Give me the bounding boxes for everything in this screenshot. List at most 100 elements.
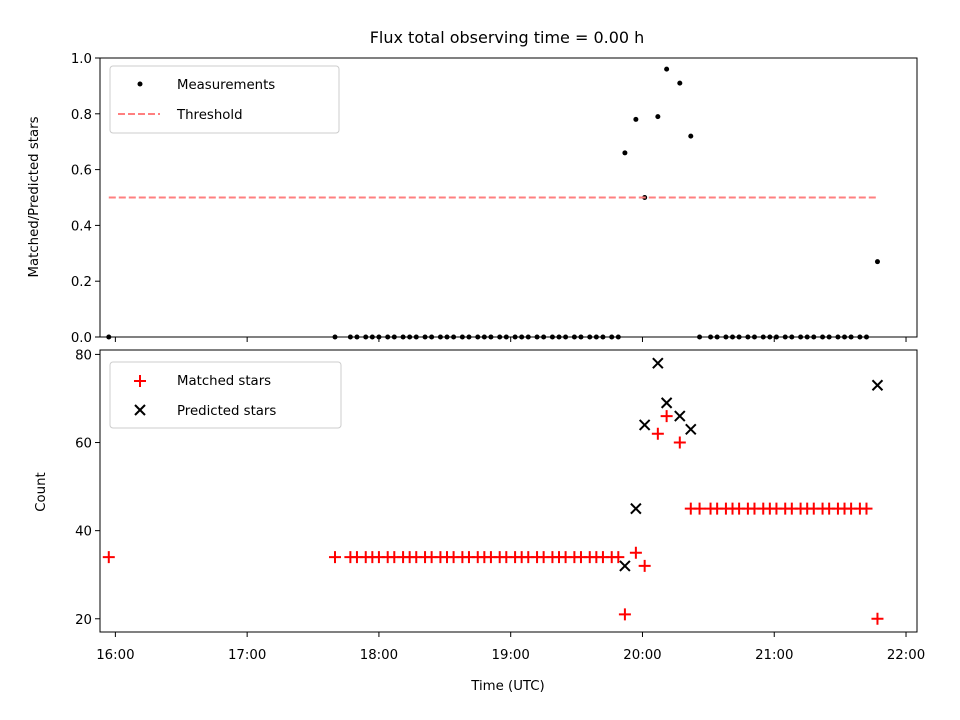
measurements-point bbox=[723, 334, 729, 340]
measurements-point bbox=[600, 334, 606, 340]
measurements-point bbox=[578, 334, 584, 340]
measurements-point bbox=[422, 334, 428, 340]
measurements-point bbox=[609, 334, 615, 340]
count-legend-box bbox=[109, 361, 342, 429]
matched-stars-point bbox=[673, 436, 686, 449]
measurements-point bbox=[688, 133, 694, 139]
x-axis-label: Time (UTC) bbox=[470, 679, 545, 694]
measurements-point bbox=[804, 334, 810, 340]
measurements-legend-marker bbox=[137, 81, 143, 87]
measurements-point bbox=[751, 334, 757, 340]
measurements-point bbox=[745, 334, 751, 340]
measurements-point bbox=[503, 334, 509, 340]
y-tick-label: 60 bbox=[75, 437, 92, 452]
matched-stars-point bbox=[618, 608, 631, 621]
count-y-ticks: 20 40 60 80 bbox=[75, 348, 100, 628]
measurements-point bbox=[451, 334, 457, 340]
predicted-stars-point bbox=[685, 423, 697, 436]
measurements-point bbox=[459, 334, 465, 340]
measurements-point bbox=[857, 334, 863, 340]
count-axes-frame bbox=[99, 349, 918, 633]
measurements-point bbox=[429, 334, 435, 340]
measurements-point bbox=[106, 334, 112, 340]
predicted-stars-point bbox=[619, 560, 631, 572]
count-legend: Matched stars Predicted stars bbox=[109, 361, 342, 429]
measurements-point bbox=[697, 334, 703, 340]
matched-stars-legend-marker bbox=[134, 375, 146, 387]
measurements-point bbox=[363, 334, 369, 340]
measurements-point bbox=[760, 334, 766, 340]
measurements-point bbox=[874, 259, 880, 265]
measurements-point bbox=[354, 334, 360, 340]
predicted-stars-point bbox=[674, 410, 686, 422]
measurements-point bbox=[736, 334, 742, 340]
measurements-point bbox=[826, 334, 832, 340]
measurements-point bbox=[811, 334, 817, 340]
x-tick-label: 20:00 bbox=[623, 648, 661, 663]
y-tick-label: 80 bbox=[75, 348, 92, 363]
measurements-point bbox=[475, 334, 481, 340]
y-tick-label: 1.0 bbox=[71, 52, 92, 67]
matched-stars-point bbox=[651, 427, 664, 440]
y-tick-label: 0.4 bbox=[71, 219, 92, 234]
measurements-point bbox=[466, 334, 472, 340]
measurements-point bbox=[863, 334, 869, 340]
measurements-point bbox=[369, 334, 375, 340]
count-x-ticks: 16:00 17:00 18:00 19:00 20:00 21:00 22:00 bbox=[96, 632, 925, 663]
measurements-point bbox=[525, 334, 531, 340]
measurements-legend-label: Measurements bbox=[177, 78, 275, 93]
x-tick-label: 16:00 bbox=[96, 648, 134, 663]
predicted-stars-legend-label: Predicted stars bbox=[177, 404, 276, 419]
y-tick-label: 0.6 bbox=[71, 164, 92, 179]
measurements-point bbox=[534, 334, 540, 340]
measurements-point bbox=[332, 334, 338, 340]
predicted-stars-point bbox=[660, 397, 673, 409]
matched-stars-point bbox=[693, 502, 706, 515]
measurements-point bbox=[708, 334, 714, 340]
measurements-point bbox=[655, 114, 661, 120]
count-panel: Count 20 40 60 80 16:00 17:00 18:00 19:00 20:00… bbox=[34, 348, 925, 663]
measurements-point bbox=[571, 334, 577, 340]
measurements-point bbox=[664, 66, 670, 72]
measurements-point bbox=[497, 334, 503, 340]
count-y-axis-label: Count bbox=[34, 472, 49, 512]
matched-stars-point bbox=[328, 551, 341, 564]
matched-stars-point bbox=[871, 612, 884, 625]
x-tick-label: 19:00 bbox=[492, 648, 530, 663]
matched-stars-point bbox=[860, 502, 873, 515]
measurements-point bbox=[714, 334, 720, 340]
matched-stars-legend-label: Matched stars bbox=[177, 374, 271, 389]
measurements-point bbox=[782, 334, 788, 340]
measurements-point bbox=[798, 334, 804, 340]
x-tick-label: 17:00 bbox=[228, 648, 266, 663]
matched-stars-point bbox=[102, 551, 115, 564]
measurements-point bbox=[848, 334, 854, 340]
measurements-point bbox=[615, 334, 621, 340]
predicted-stars-legend-marker bbox=[134, 404, 146, 416]
y-tick-label: 40 bbox=[75, 525, 92, 540]
matched-stars-point bbox=[660, 410, 673, 423]
measurements-point bbox=[820, 334, 826, 340]
x-tick-label: 18:00 bbox=[360, 648, 398, 663]
measurements-point bbox=[549, 334, 555, 340]
measurements-point bbox=[730, 334, 736, 340]
predicted-stars-point bbox=[630, 502, 642, 515]
y-tick-label: 0.2 bbox=[71, 275, 92, 290]
measurements-point bbox=[437, 334, 443, 340]
measurements-point bbox=[556, 334, 562, 340]
predicted-stars-point bbox=[652, 357, 664, 369]
measurements-point bbox=[842, 334, 848, 340]
measurements-point bbox=[773, 334, 779, 340]
measurements-point bbox=[563, 334, 569, 340]
measurements-point bbox=[407, 334, 413, 340]
measurements-point bbox=[481, 334, 487, 340]
predicted-stars-point bbox=[638, 419, 651, 431]
measurements-point bbox=[622, 150, 628, 156]
y-tick-label: 0.0 bbox=[71, 331, 92, 346]
matched-stars-point bbox=[638, 559, 651, 572]
count-marks bbox=[102, 357, 884, 625]
x-tick-label: 21:00 bbox=[755, 648, 793, 663]
measurements-point bbox=[376, 334, 382, 340]
measurements-point bbox=[767, 334, 773, 340]
